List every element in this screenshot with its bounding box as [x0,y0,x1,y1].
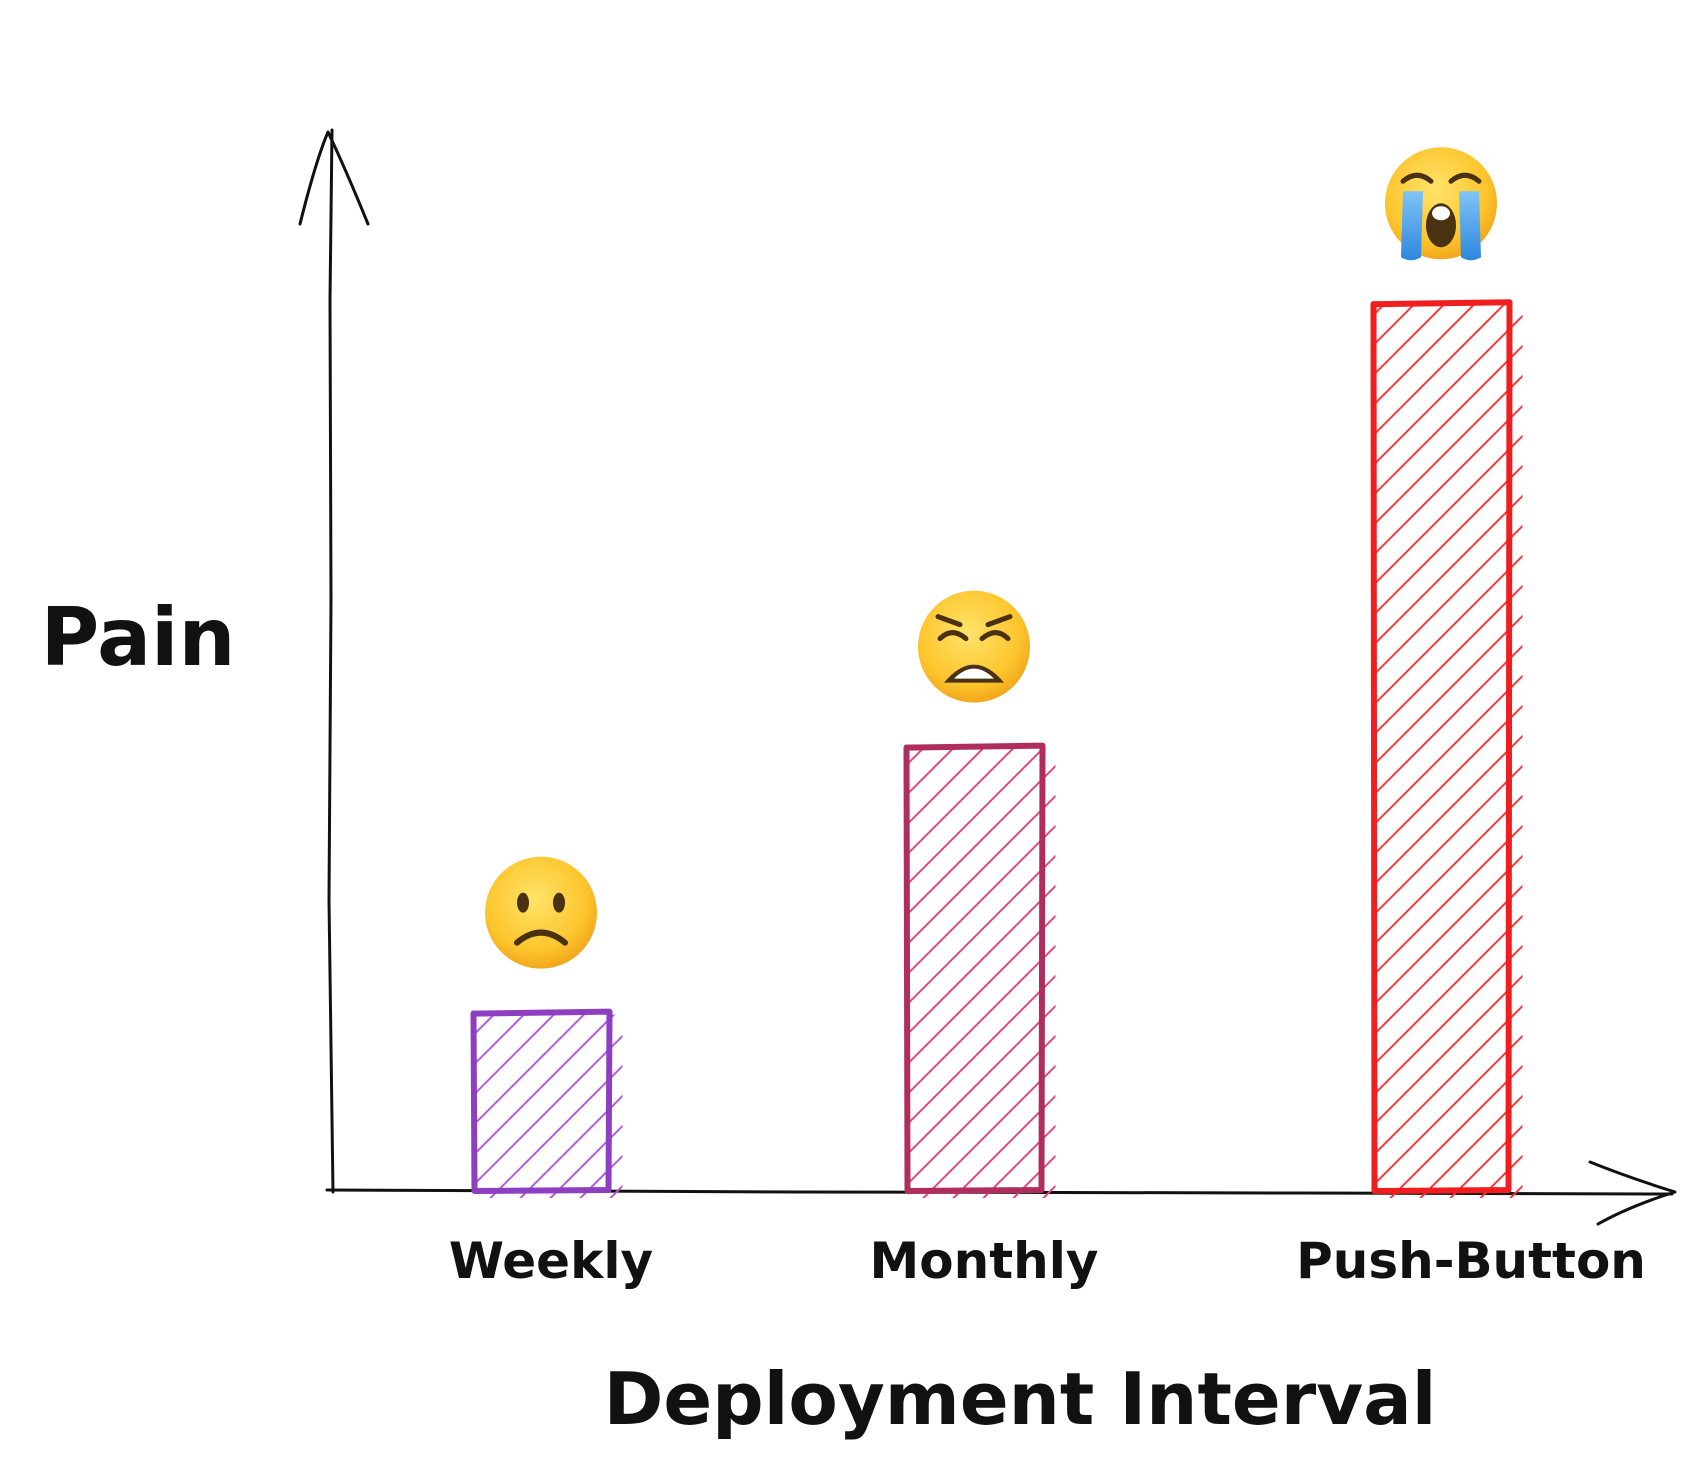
y-axis-label: Pain [41,591,236,684]
bars-layer [470,299,1523,1198]
bar-weekly [470,1008,623,1198]
x-tick-labels: Weekly Monthly Push-Button [449,1232,1646,1290]
weary-face-icon [918,591,1030,703]
y-axis-arrowhead [298,130,370,226]
x-tick-label-weekly: Weekly [449,1232,653,1290]
annotation-icons-layer [485,147,1497,968]
x-axis-arrowhead [1588,1160,1677,1226]
slightly-frowning-face-icon [485,857,597,969]
x-tick-label-push-button: Push-Button [1296,1232,1646,1290]
bar-sketch-stroke-weekly [471,1010,611,1190]
loudly-crying-face-icon [1385,147,1497,260]
bar-sketch-stroke-push-button [1371,301,1511,1190]
bar-sketch-stroke-monthly [904,744,1044,1190]
bar-monthly [903,742,1056,1198]
bar-push-button [1370,299,1523,1198]
y-axis-line [327,128,335,1194]
x-tick-label-monthly: Monthly [870,1232,1099,1290]
x-axis-label: Deployment Interval [604,1357,1437,1441]
